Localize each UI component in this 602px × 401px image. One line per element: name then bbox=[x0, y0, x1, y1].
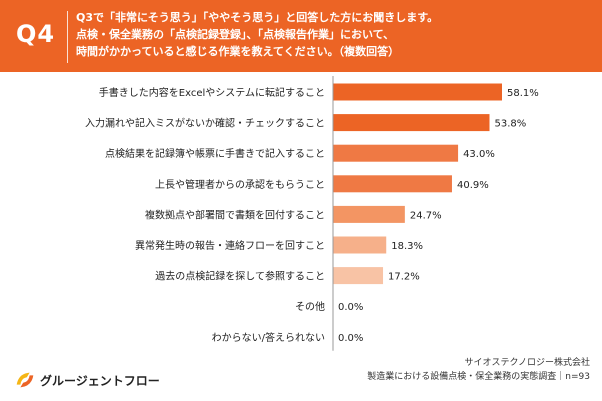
bar bbox=[333, 83, 502, 101]
value-label: 53.8% bbox=[494, 119, 526, 130]
question-text: Q3で「非常にそう思う」「ややそう思う」と回答した方にお聞きします。 点検・保全… bbox=[76, 9, 596, 60]
category-label: 点検結果を記録簿や帳票に手書きで記入すること bbox=[105, 147, 325, 160]
bar bbox=[333, 205, 405, 223]
value-label: 58.1% bbox=[507, 88, 539, 99]
question-number: Q4 bbox=[16, 20, 56, 48]
question-line: 時間がかかっていると感じる作業を教えてください。（複数回答） bbox=[76, 45, 400, 58]
logo-text: グルージェントフロー bbox=[40, 374, 160, 388]
company-name: サイオステクノロジー株式会社 bbox=[464, 358, 590, 368]
bar bbox=[333, 114, 490, 132]
category-label: その他 bbox=[295, 300, 325, 313]
question-header: Q4 Q3で「非常にそう思う」「ややそう思う」と回答した方にお聞きします。 点検… bbox=[0, 0, 602, 72]
bar bbox=[333, 267, 384, 285]
category-label: 複数拠点や部署間で書類を回付すること bbox=[145, 208, 325, 221]
value-label: 40.9% bbox=[457, 180, 489, 191]
category-label: わからない/答えられない bbox=[212, 331, 325, 344]
value-label: 0.0% bbox=[338, 302, 363, 313]
survey-name: 製造業における設備点検・保全業務の実態調査｜n=93 bbox=[367, 372, 590, 382]
value-label: 17.2% bbox=[388, 272, 420, 283]
category-label: 異常発生時の報告・連絡フローを回すこと bbox=[135, 239, 325, 252]
logo-icon bbox=[16, 372, 34, 388]
value-label: 0.0% bbox=[338, 333, 363, 344]
category-label: 上長や管理者からの承認をもらうこと bbox=[155, 178, 325, 191]
question-line: 点検・保全業務の「点検記録登録」、「点検報告作業」において、 bbox=[76, 28, 395, 41]
bar bbox=[333, 144, 459, 162]
category-label: 入力漏れや記入ミスがないか確認・チェックすること bbox=[85, 117, 325, 130]
category-label: 過去の点検記録を探して参照すること bbox=[155, 270, 325, 283]
header-divider bbox=[67, 11, 68, 63]
question-line: Q3で「非常にそう思う」「ややそう思う」と回答した方にお聞きします。 bbox=[76, 11, 439, 24]
source-credit: サイオステクノロジー株式会社 製造業における設備点検・保全業務の実態調査｜n=9… bbox=[367, 356, 590, 384]
bar-chart: 手書きした内容をExcelやシステムに転記すること 58.1% 入力漏れや記入ミスが… bbox=[85, 76, 539, 351]
category-label: 手書きした内容をExcelやシステムに転記すること bbox=[99, 86, 325, 99]
value-label: 18.3% bbox=[391, 241, 423, 252]
bar bbox=[333, 175, 452, 193]
value-label: 43.0% bbox=[463, 149, 495, 160]
value-label: 24.7% bbox=[410, 210, 442, 221]
bar bbox=[333, 236, 387, 254]
